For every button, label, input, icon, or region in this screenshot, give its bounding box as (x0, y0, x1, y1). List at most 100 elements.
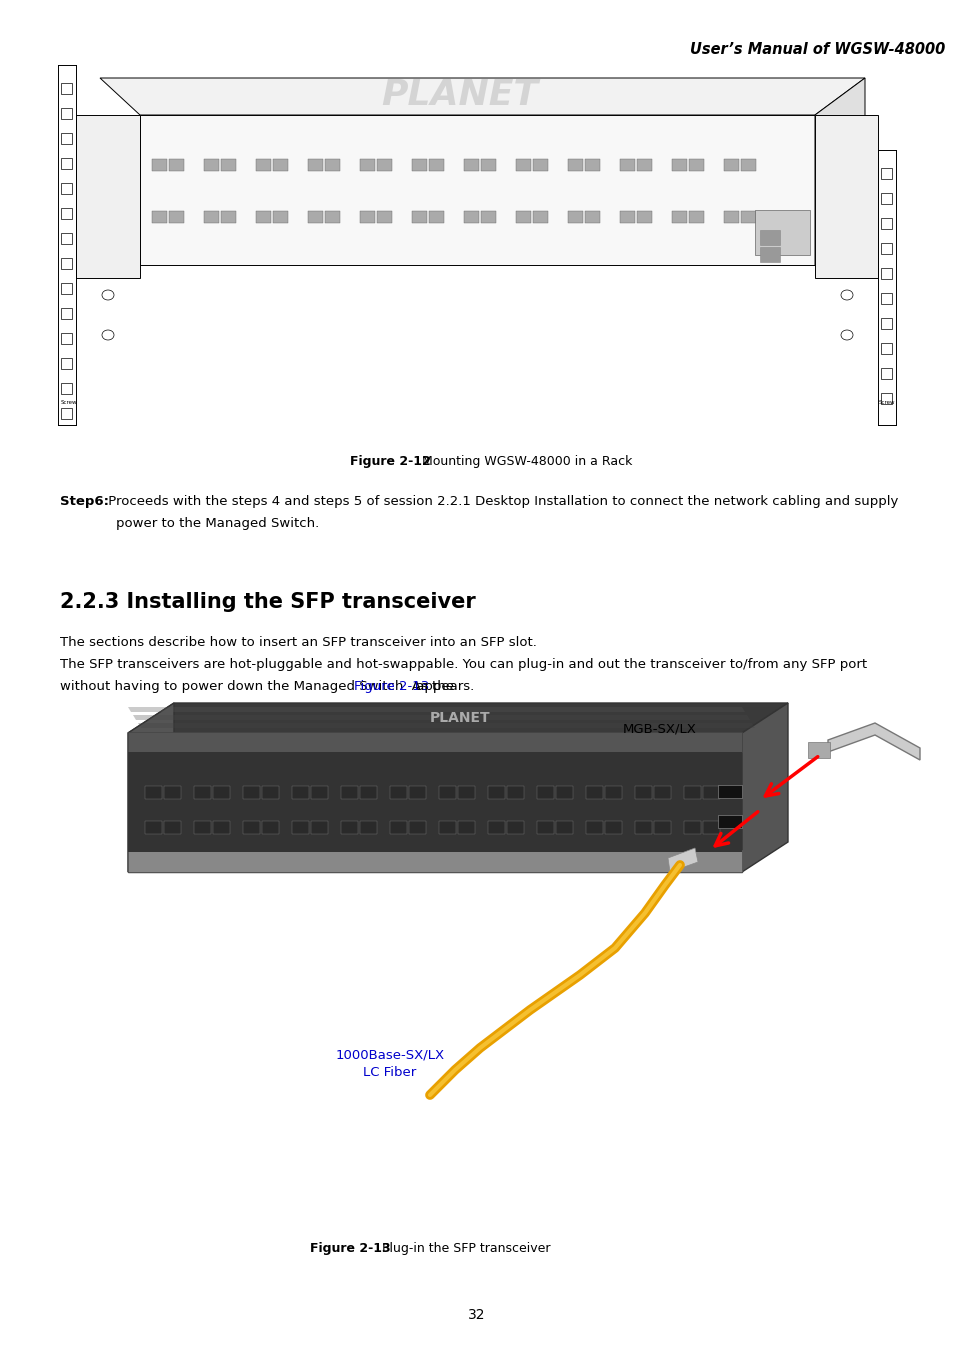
Bar (164, 821, 181, 834)
Polygon shape (128, 703, 787, 733)
Text: appears.: appears. (412, 680, 474, 693)
Text: Figure 2-12: Figure 2-12 (350, 455, 431, 468)
Bar (654, 786, 670, 799)
Bar (61, 358, 71, 369)
Bar (604, 786, 621, 799)
Text: Mounting WGSW-48000 in a Rack: Mounting WGSW-48000 in a Rack (417, 455, 632, 468)
Text: PLANET: PLANET (381, 78, 537, 112)
Bar (61, 184, 71, 194)
Bar (221, 159, 235, 171)
Bar (584, 159, 599, 171)
Text: Screw: Screw (878, 400, 894, 405)
Polygon shape (128, 707, 744, 711)
Bar (480, 159, 496, 171)
Polygon shape (138, 724, 754, 728)
Bar (760, 247, 780, 262)
Text: User’s Manual of WGSW-48000: User’s Manual of WGSW-48000 (689, 42, 944, 57)
Bar (438, 786, 456, 799)
Bar (556, 821, 573, 834)
Bar (359, 159, 375, 171)
Ellipse shape (841, 329, 852, 340)
Bar (292, 821, 309, 834)
Text: MGB-SX/LX: MGB-SX/LX (622, 722, 697, 734)
Polygon shape (741, 703, 787, 872)
Bar (412, 159, 427, 171)
Bar (880, 393, 891, 404)
Bar (807, 743, 829, 757)
Bar (635, 786, 651, 799)
Bar (567, 159, 582, 171)
Bar (429, 159, 443, 171)
Bar (654, 821, 670, 834)
Bar (61, 82, 71, 94)
Bar (61, 383, 71, 394)
Bar (688, 159, 703, 171)
Bar (880, 269, 891, 279)
Polygon shape (814, 78, 864, 265)
Bar (311, 821, 328, 834)
Text: power to the Managed Switch.: power to the Managed Switch. (116, 517, 319, 531)
Bar (390, 786, 407, 799)
Bar (723, 211, 739, 223)
Bar (880, 369, 891, 379)
Text: PLANET: PLANET (429, 711, 490, 725)
Bar (463, 159, 478, 171)
Bar (683, 821, 700, 834)
Bar (359, 786, 376, 799)
Bar (409, 821, 426, 834)
Bar (718, 784, 741, 798)
Bar (635, 821, 651, 834)
Bar (273, 211, 288, 223)
Bar (412, 211, 427, 223)
Bar (204, 211, 219, 223)
Bar (619, 159, 635, 171)
Bar (61, 408, 71, 418)
Bar (760, 230, 780, 244)
Bar (243, 821, 260, 834)
Bar (533, 211, 547, 223)
Bar (340, 786, 357, 799)
Polygon shape (128, 703, 173, 872)
Bar (169, 159, 184, 171)
Bar (213, 821, 230, 834)
Bar (533, 159, 547, 171)
Bar (359, 211, 375, 223)
Bar (204, 159, 219, 171)
Bar (754, 211, 809, 255)
Bar (604, 821, 621, 834)
Polygon shape (140, 115, 814, 265)
Bar (585, 786, 602, 799)
Bar (619, 211, 635, 223)
Bar (308, 159, 323, 171)
Text: Figure 2-13: Figure 2-13 (310, 1242, 390, 1256)
Text: 32: 32 (468, 1308, 485, 1322)
Bar (457, 786, 475, 799)
Bar (723, 159, 739, 171)
Polygon shape (100, 78, 864, 115)
Bar (390, 821, 407, 834)
Text: The sections describe how to insert an SFP transceiver into an SFP slot.: The sections describe how to insert an S… (60, 636, 537, 649)
Bar (243, 786, 260, 799)
Bar (359, 821, 376, 834)
Bar (376, 159, 392, 171)
Bar (61, 234, 71, 244)
Bar (308, 211, 323, 223)
Bar (702, 821, 720, 834)
Bar (506, 821, 523, 834)
Bar (409, 786, 426, 799)
Bar (880, 217, 891, 230)
Bar (61, 308, 71, 319)
Bar (506, 786, 523, 799)
Bar (61, 333, 71, 344)
Bar (880, 167, 891, 180)
Bar (128, 850, 741, 872)
Text: LC Fiber: LC Fiber (363, 1066, 416, 1079)
Bar (457, 821, 475, 834)
Bar (880, 343, 891, 354)
Bar (213, 786, 230, 799)
Bar (169, 211, 184, 223)
Bar (488, 821, 504, 834)
Ellipse shape (102, 329, 113, 340)
Bar (438, 821, 456, 834)
Bar (516, 159, 531, 171)
